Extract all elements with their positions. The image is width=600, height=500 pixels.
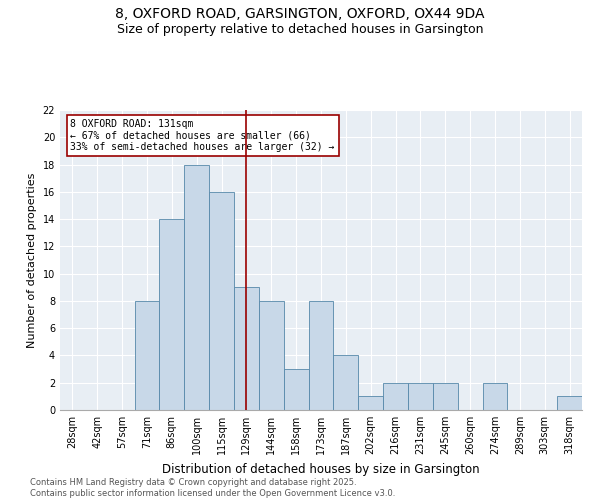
Bar: [134, 301, 160, 410]
Y-axis label: Number of detached properties: Number of detached properties: [27, 172, 37, 348]
Text: Contains HM Land Registry data © Crown copyright and database right 2025.
Contai: Contains HM Land Registry data © Crown c…: [30, 478, 395, 498]
Bar: [358, 396, 383, 410]
Text: 8 OXFORD ROAD: 131sqm
← 67% of detached houses are smaller (66)
33% of semi-deta: 8 OXFORD ROAD: 131sqm ← 67% of detached …: [70, 119, 335, 152]
Text: 8, OXFORD ROAD, GARSINGTON, OXFORD, OX44 9DA: 8, OXFORD ROAD, GARSINGTON, OXFORD, OX44…: [115, 8, 485, 22]
Bar: [284, 369, 308, 410]
Bar: [433, 382, 458, 410]
Bar: [259, 301, 284, 410]
Bar: [160, 219, 184, 410]
Bar: [234, 288, 259, 410]
Bar: [334, 356, 358, 410]
Text: Size of property relative to detached houses in Garsington: Size of property relative to detached ho…: [117, 22, 483, 36]
Bar: [184, 164, 209, 410]
Bar: [308, 301, 334, 410]
Bar: [482, 382, 508, 410]
Bar: [557, 396, 582, 410]
X-axis label: Distribution of detached houses by size in Garsington: Distribution of detached houses by size …: [162, 462, 480, 475]
Bar: [209, 192, 234, 410]
Bar: [383, 382, 408, 410]
Bar: [408, 382, 433, 410]
